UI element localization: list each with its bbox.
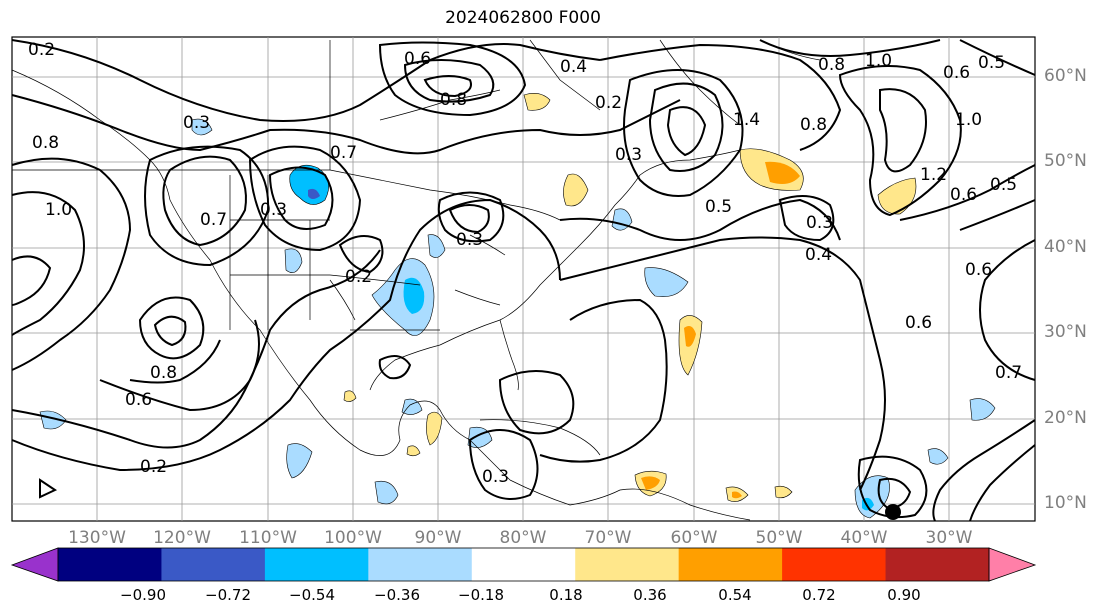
latitude-label: 30°N [1044,322,1087,342]
colorbar-left-triangle [10,547,59,582]
contour-label: 0.4 [805,245,832,265]
contour-label: 1.4 [733,110,760,130]
contour-label: 0.2 [28,40,55,60]
longitude-label: 110°W [239,528,297,548]
contour-label: 0.8 [150,363,177,383]
contour-label: 0.2 [595,93,622,113]
colorbar-tick-label: 0.54 [718,586,752,604]
longitude-label: 90°W [414,528,462,548]
contour-label: 0.5 [705,197,732,217]
contour-label: 0.6 [404,49,431,69]
contour-label: 0.6 [905,313,932,333]
longitude-label: 100°W [324,528,382,548]
longitude-label: 50°W [755,528,803,548]
colorbar-tick-label: 0.72 [802,586,836,604]
contour-label: 0.8 [32,133,59,153]
longitude-label: 80°W [499,528,547,548]
contour-label: 0.7 [200,210,227,230]
colorbar-cell [575,548,680,581]
colorbar-cell [161,548,266,581]
contour-label: 0.3 [260,200,287,220]
colorbar-tick-label: 0.36 [633,586,667,604]
contour-label: 0.3 [183,113,210,133]
latitude-label: 20°N [1044,408,1087,428]
coastlines [11,39,821,521]
colorbar-cell [678,548,783,581]
longitude-label: 120°W [153,528,211,548]
colorbar-cell [58,548,162,581]
colorbar-tick-label: 0.90 [887,586,921,604]
latitude-label: 50°N [1044,151,1087,171]
longitude-label: 70°W [584,528,632,548]
map-title: 2024062800 F000 [445,8,601,28]
contour-label: 1.2 [920,165,947,185]
colorbar-tick-label: −0.36 [374,586,420,604]
contour-label-group: 0.2 0.6 0.8 0.4 1.0 0.6 0.5 0.3 0.2 0.8 … [28,40,1022,487]
storm-marker-icon [885,504,901,520]
contour-label: 0.6 [943,63,970,83]
colorbar-cells [58,548,990,581]
contour-label: 0.3 [482,467,509,487]
colorbar-tick-label: −0.72 [205,586,251,604]
colorbar-cell [264,548,369,581]
colorbar-tick-label: −0.54 [289,586,335,604]
colorbar-cell [885,548,990,581]
contour-label: 0.6 [950,185,977,205]
contour-label: 0.2 [140,457,167,477]
contour-label: 1.0 [45,200,72,220]
contour-label: 0.4 [560,57,587,77]
colorbar-right-triangle [988,547,1037,582]
longitude-label: 30°W [925,528,973,548]
colorbar-frame [57,547,990,582]
contour-label: 0.6 [125,390,152,410]
contour-label: 0.8 [818,55,845,75]
longitude-label: 130°W [68,528,126,548]
colorbar [10,547,1037,582]
contour-label: 0.5 [978,53,1005,73]
contour-label: 0.6 [965,260,992,280]
contour-label: 0.5 [990,175,1017,195]
contour-label: 0.7 [330,143,357,163]
colorbar-tick-label: 0.18 [549,586,583,604]
contour-label: 0.3 [615,145,642,165]
colorbar-tick-label: −0.90 [120,586,166,604]
latitude-label: 60°N [1044,66,1087,86]
longitude-label: 40°W [840,528,888,548]
contour-label: 0.8 [800,115,827,135]
contour-label: 0.8 [440,90,467,110]
longitude-label: 60°W [670,528,718,548]
colorbar-cell [368,548,473,581]
latitude-label: 10°N [1044,493,1087,513]
contour-label: 1.0 [955,110,982,130]
contour-label: 0.7 [995,363,1022,383]
contour-label: 0.3 [456,230,483,250]
contour-label: 1.0 [865,51,892,71]
colorbar-cell [782,548,887,581]
shaded-anomalies [39,93,996,519]
colorbar-tick-label: −0.18 [458,586,504,604]
latitude-label: 40°N [1044,237,1087,257]
contour-label: 0.3 [806,213,833,233]
contour-label: 0.2 [345,267,372,287]
contours [11,39,1036,522]
colorbar-cell [471,548,576,581]
